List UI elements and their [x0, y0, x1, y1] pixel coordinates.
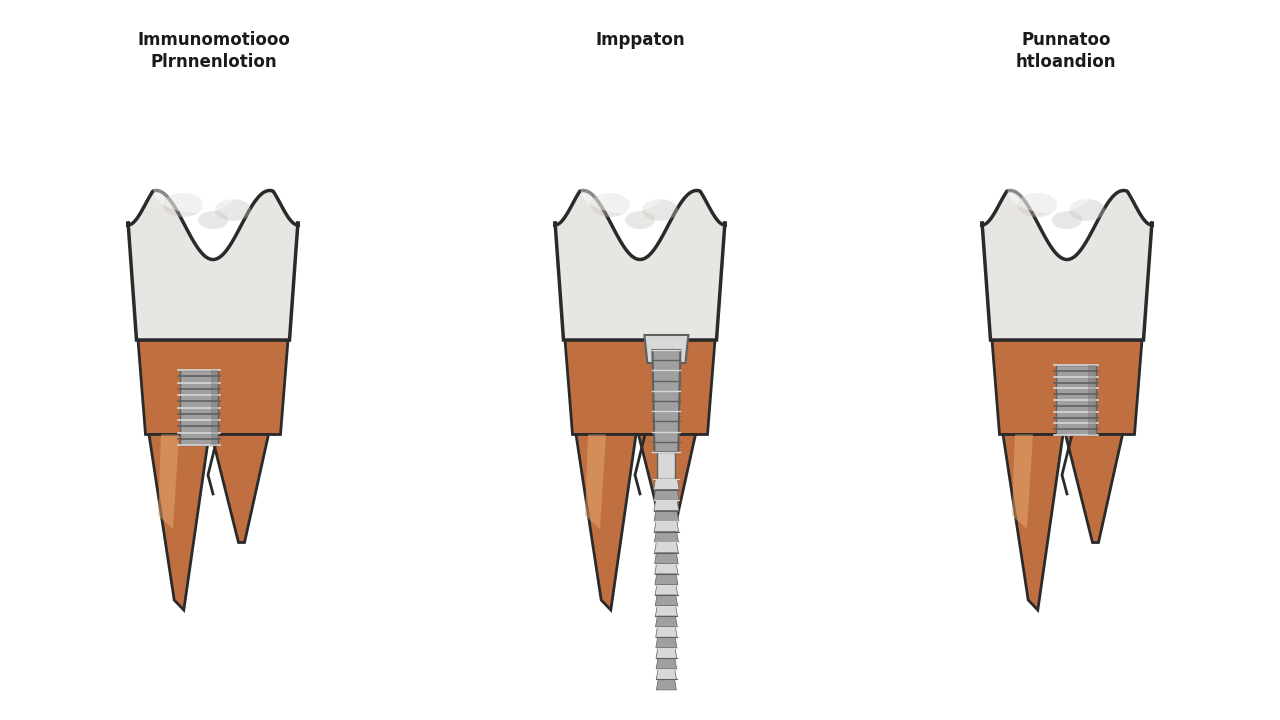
- Polygon shape: [654, 480, 680, 490]
- Text: Plrnnenlotion: Plrnnenlotion: [151, 53, 276, 71]
- Text: Immunomotiooo: Immunomotiooo: [137, 31, 291, 49]
- Polygon shape: [128, 191, 298, 340]
- Polygon shape: [644, 335, 689, 363]
- Polygon shape: [655, 595, 677, 606]
- Polygon shape: [1004, 434, 1062, 610]
- Polygon shape: [148, 434, 209, 610]
- Polygon shape: [655, 564, 678, 574]
- Ellipse shape: [1052, 211, 1082, 229]
- Ellipse shape: [1069, 199, 1105, 221]
- Polygon shape: [654, 521, 678, 532]
- Polygon shape: [654, 553, 678, 564]
- Text: Punnatoo: Punnatoo: [1021, 31, 1111, 49]
- Polygon shape: [992, 340, 1142, 434]
- Polygon shape: [655, 616, 677, 626]
- Polygon shape: [576, 434, 636, 610]
- Polygon shape: [639, 434, 695, 542]
- Polygon shape: [564, 340, 716, 434]
- Polygon shape: [654, 500, 678, 510]
- Ellipse shape: [590, 193, 630, 217]
- Ellipse shape: [581, 167, 666, 213]
- Polygon shape: [655, 637, 677, 648]
- Polygon shape: [1065, 434, 1123, 542]
- Polygon shape: [655, 585, 677, 595]
- Ellipse shape: [625, 211, 655, 229]
- Polygon shape: [138, 340, 288, 434]
- Ellipse shape: [215, 199, 251, 221]
- Ellipse shape: [1018, 193, 1057, 217]
- Polygon shape: [657, 658, 677, 669]
- Polygon shape: [655, 606, 677, 616]
- Polygon shape: [211, 370, 219, 445]
- Ellipse shape: [198, 211, 228, 229]
- Text: Imppaton: Imppaton: [595, 31, 685, 49]
- Polygon shape: [654, 532, 678, 542]
- Polygon shape: [585, 434, 605, 529]
- Polygon shape: [653, 350, 681, 452]
- Polygon shape: [982, 191, 1152, 340]
- Polygon shape: [654, 542, 678, 553]
- Polygon shape: [157, 434, 179, 529]
- Polygon shape: [1012, 434, 1033, 529]
- Ellipse shape: [163, 193, 204, 217]
- Polygon shape: [1056, 365, 1096, 435]
- Polygon shape: [657, 680, 676, 690]
- Polygon shape: [655, 626, 677, 637]
- Polygon shape: [1088, 365, 1096, 435]
- Polygon shape: [654, 510, 678, 521]
- Polygon shape: [556, 191, 724, 340]
- Polygon shape: [655, 574, 678, 585]
- Polygon shape: [655, 648, 677, 658]
- Polygon shape: [211, 434, 269, 542]
- Ellipse shape: [643, 199, 678, 221]
- Ellipse shape: [154, 167, 238, 213]
- Polygon shape: [657, 669, 677, 680]
- Polygon shape: [658, 452, 676, 480]
- Ellipse shape: [1007, 167, 1093, 213]
- Text: htloandion: htloandion: [1016, 53, 1116, 71]
- Polygon shape: [654, 490, 680, 500]
- Polygon shape: [180, 370, 219, 445]
